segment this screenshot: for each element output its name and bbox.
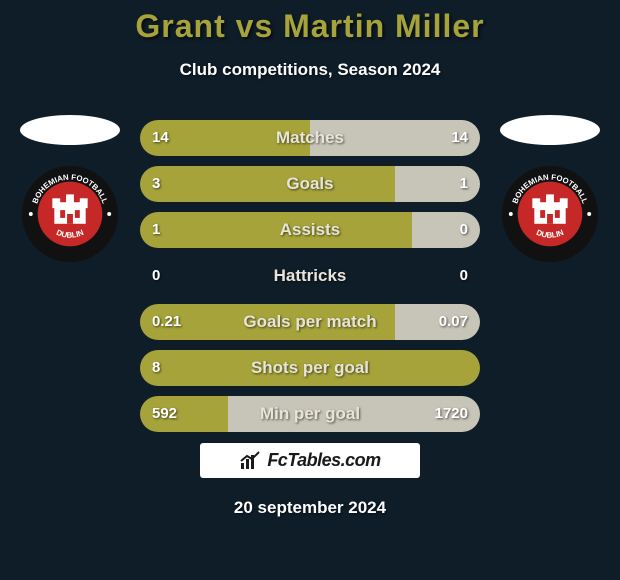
stat-right-value: 14: [451, 120, 468, 156]
stat-row: Goals3 1: [140, 166, 480, 202]
stat-right-value: 0: [460, 212, 468, 248]
club-left-badge-svg: BOHEMIAN FOOTBALL DUBLIN: [21, 165, 119, 263]
badge-castle-tower-l: [52, 198, 60, 208]
badge-castle-tower-c: [546, 194, 554, 208]
stat-label: Assists: [140, 212, 480, 248]
stat-row: Shots per goal8: [140, 350, 480, 386]
stat-row: Min per goal592 1720: [140, 396, 480, 432]
badge-castle-tower-r: [560, 198, 568, 208]
stat-left-value: 592: [152, 396, 177, 432]
watermark-text: FcTables.com: [267, 450, 380, 471]
watermark: FcTables.com: [200, 443, 420, 478]
stat-label: Hattricks: [140, 258, 480, 294]
badge-dot-r: [587, 212, 591, 216]
club-right-badge: BOHEMIAN FOOTBALL DUBLIN: [501, 165, 599, 263]
badge-window-r: [75, 210, 80, 218]
club-right-badge-svg: BOHEMIAN FOOTBALL DUBLIN: [501, 165, 599, 263]
badge-door: [67, 214, 73, 224]
stat-label: Goals per match: [140, 304, 480, 340]
stat-row: Hattricks0 0: [140, 258, 480, 294]
stat-label: Matches: [140, 120, 480, 156]
watermark-chart-icon: [239, 451, 261, 471]
stat-left-value: 14: [152, 120, 169, 156]
badge-window-r: [555, 210, 560, 218]
stats-container: Matches1414Goals31Assists10Hattricks00Go…: [140, 120, 480, 442]
stat-right-value: 1: [460, 166, 468, 202]
stat-row: Matches14 14: [140, 120, 480, 156]
badge-window-l: [540, 210, 545, 218]
badge-dot-r: [107, 212, 111, 216]
badge-castle-tower-l: [532, 198, 540, 208]
badge-dot-l: [29, 212, 33, 216]
date-label: 20 september 2024: [0, 498, 620, 518]
club-left-block: BOHEMIAN FOOTBALL DUBLIN: [10, 115, 130, 263]
stat-left-value: 3: [152, 166, 160, 202]
stat-row: Assists1 0: [140, 212, 480, 248]
player-left-oval: [20, 115, 120, 145]
stat-left-value: 8: [152, 350, 160, 386]
badge-dot-l: [509, 212, 513, 216]
stat-left-value: 1: [152, 212, 160, 248]
stat-label: Shots per goal: [140, 350, 480, 386]
badge-window-l: [60, 210, 65, 218]
stat-right-value: 0.07: [439, 304, 468, 340]
subtitle: Club competitions, Season 2024: [0, 60, 620, 80]
stat-left-value: 0: [152, 258, 160, 294]
stat-label: Goals: [140, 166, 480, 202]
player-right-oval: [500, 115, 600, 145]
stat-label: Min per goal: [140, 396, 480, 432]
club-right-block: BOHEMIAN FOOTBALL DUBLIN: [490, 115, 610, 263]
stat-left-value: 0.21: [152, 304, 181, 340]
stat-row: Goals per match0.21 0.07: [140, 304, 480, 340]
comparison-card: Grant vs Martin Miller Club competitions…: [0, 0, 620, 580]
badge-castle-tower-r: [80, 198, 88, 208]
stat-right-value: 0: [460, 258, 468, 294]
stat-right-value: 1720: [435, 396, 468, 432]
club-left-badge: BOHEMIAN FOOTBALL DUBLIN: [21, 165, 119, 263]
badge-door: [547, 214, 553, 224]
badge-castle-tower-c: [66, 194, 74, 208]
page-title: Grant vs Martin Miller: [0, 8, 620, 45]
